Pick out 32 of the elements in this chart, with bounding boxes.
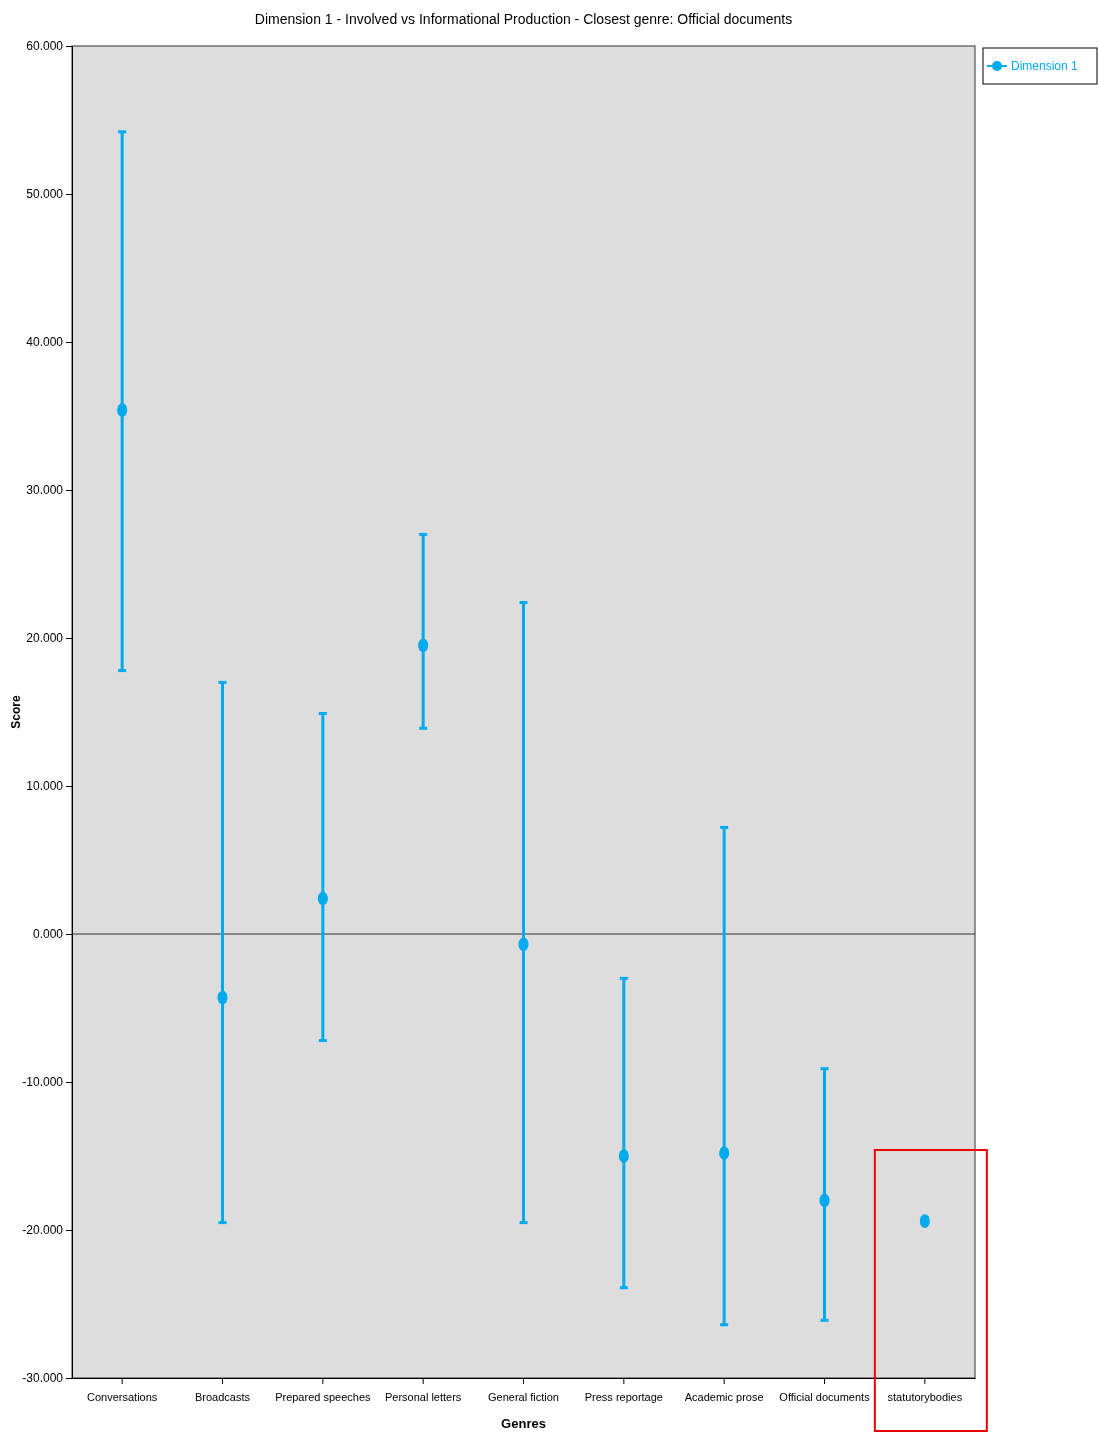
point xyxy=(217,990,228,1005)
point xyxy=(117,403,128,417)
x-tick-label: Academic prose xyxy=(684,1391,764,1404)
point xyxy=(317,891,328,906)
legend-label: Dimension 1 xyxy=(1011,59,1079,73)
y-axis-title: Score xyxy=(9,695,23,729)
point xyxy=(719,1146,730,1160)
x-tick-label: Official documents xyxy=(779,1391,871,1404)
y-tick-label: 50.000 xyxy=(26,187,64,202)
point xyxy=(819,1193,830,1208)
x-tick-label: Broadcasts xyxy=(194,1391,251,1404)
point xyxy=(618,1149,629,1163)
y-tick-label: 30.000 xyxy=(26,483,64,498)
point xyxy=(518,937,529,952)
y-tick-label: -10.000 xyxy=(22,1075,64,1090)
x-tick-label: Press reportage xyxy=(584,1391,663,1404)
x-axis-title: Genres xyxy=(501,1416,546,1431)
y-tick-label: 40.000 xyxy=(26,335,64,350)
x-tick-label: statutorybodies xyxy=(887,1391,963,1404)
x-tick-label: Prepared speeches xyxy=(275,1391,372,1404)
y-tick-label: -30.000 xyxy=(22,1371,64,1386)
y-tick-label: 60.000 xyxy=(26,39,64,54)
y-tick-label: 20.000 xyxy=(26,631,64,646)
x-tick-label: General fiction xyxy=(488,1391,559,1404)
y-tick-label: -20.000 xyxy=(22,1223,64,1238)
x-tick-label: Personal letters xyxy=(384,1391,462,1404)
x-tick-label: Conversations xyxy=(87,1391,158,1404)
point xyxy=(919,1214,930,1228)
y-tick-label: 10.000 xyxy=(26,779,64,794)
chart-title: Dimension 1 - Involved vs Informational Production - Closest genre: Official documents xyxy=(254,11,793,27)
y-tick-label: 0.000 xyxy=(32,927,64,942)
point xyxy=(418,638,429,653)
